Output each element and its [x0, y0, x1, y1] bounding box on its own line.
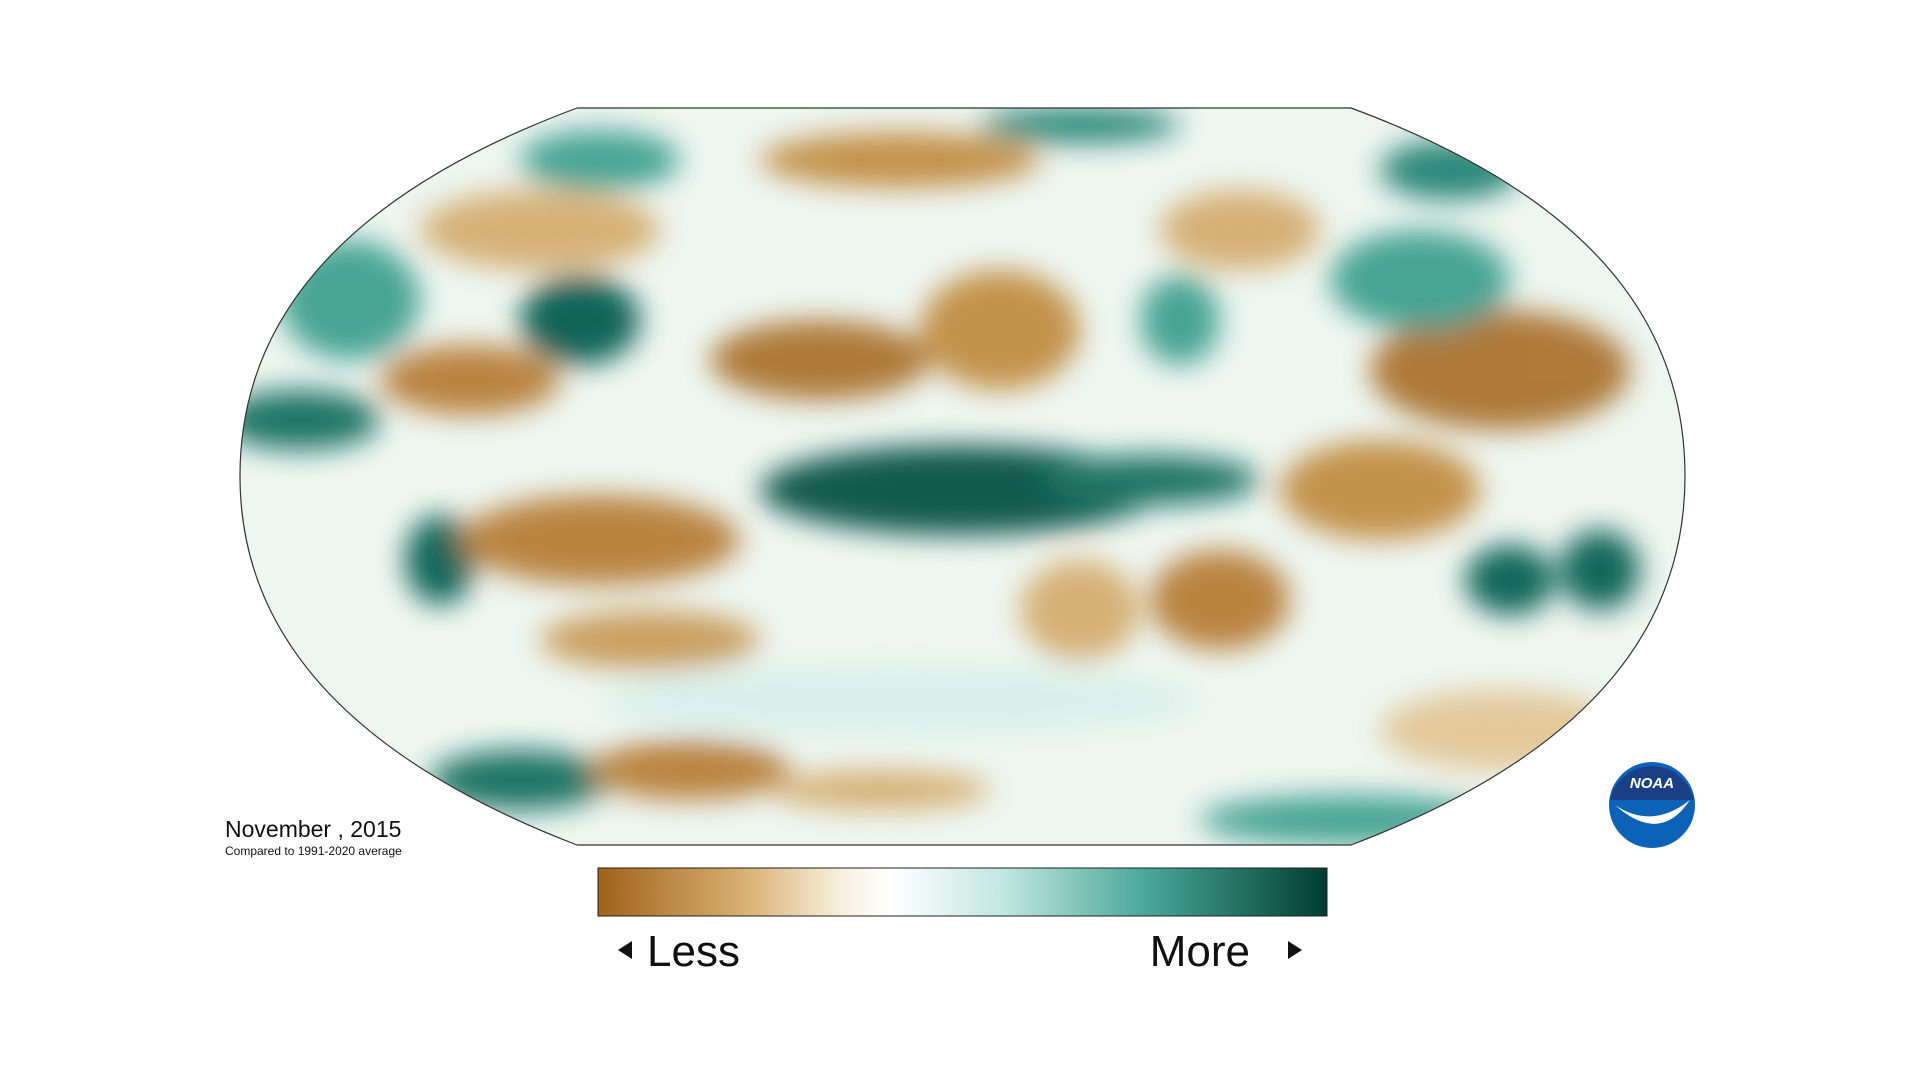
legend-low-label: Less: [647, 927, 740, 976]
date-label: November , 2015: [225, 816, 401, 842]
color-bar: [597, 867, 1328, 917]
logo-text: NOAA: [1630, 775, 1674, 792]
less-arrow: [618, 941, 632, 959]
noaa-logo: NOAA: [1609, 762, 1695, 848]
map-field: [240, 108, 1685, 845]
more-arrow: [1288, 941, 1302, 959]
subtitle: Compared to 1991-2020 average: [225, 844, 402, 858]
map-outline: [239, 107, 1686, 846]
legend-high-label: More: [1150, 927, 1250, 976]
